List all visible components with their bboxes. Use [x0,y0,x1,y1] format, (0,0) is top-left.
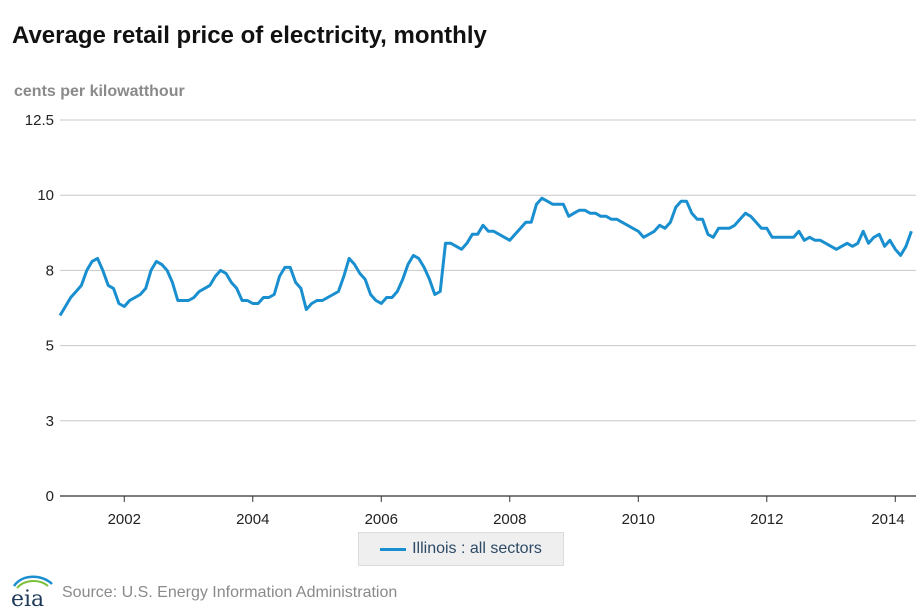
x-tick-label: 2008 [493,511,526,528]
x-tick-label: 2004 [236,511,269,528]
legend-label: Illinois : all sectors [412,540,542,557]
series-line-illinois [58,196,913,317]
logo-text: eia [11,587,44,610]
eia-logo-icon: eia [8,572,56,615]
series-layer [58,196,913,317]
source-note: Source: U.S. Energy Information Administ… [62,584,398,601]
y-axis-label: cents per kilowatthour [14,83,185,100]
chart-title: Average retail price of electricity, mon… [12,22,487,49]
legend-swatch [380,547,407,551]
x-tick-label: 2002 [108,511,141,528]
x-tick-label: 2014 [871,511,904,528]
x-tick-label: 2010 [622,511,655,528]
y-tick-label: 10 [37,187,54,204]
y-tick-label: 0 [46,488,54,505]
y-tick-labels: 0 3 5 8 10 12.5 [25,112,54,505]
y-tick-label: 12.5 [25,112,54,129]
y-tick-label: 5 [46,338,54,355]
x-tick-labels: 2002 2004 2006 2008 2010 2012 2014 [108,496,905,528]
x-tick-label: 2012 [750,511,783,528]
legend-item-illinois[interactable]: Illinois : all sectors [358,532,564,566]
y-tick-label: 8 [46,262,54,279]
x-tick-label: 2006 [365,511,398,528]
y-tick-label: 3 [46,413,54,430]
gridlines [60,119,916,497]
